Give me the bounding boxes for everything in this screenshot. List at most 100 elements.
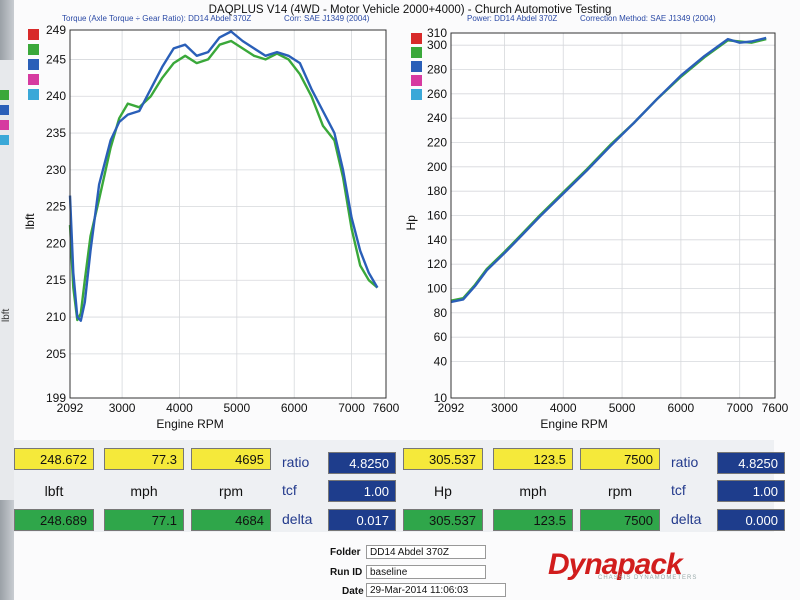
stub-swatch bbox=[0, 105, 9, 115]
dynapack-logo: Dynapack bbox=[548, 548, 683, 581]
y-tick-label: 200 bbox=[427, 160, 447, 174]
dynapack-logo-tagline: CHASSIS DYNAMOMETERS bbox=[598, 575, 698, 581]
x-tick-label: 2092 bbox=[57, 401, 84, 415]
y-tick-label: 240 bbox=[427, 111, 447, 125]
folder-value: DD14 Abdel 370Z bbox=[366, 545, 486, 559]
legend-swatch-cyan[interactable] bbox=[28, 89, 39, 100]
param-value: 1.00 bbox=[328, 480, 396, 502]
stub-swatch bbox=[0, 90, 9, 100]
stub-swatch bbox=[0, 135, 9, 145]
x-tick-label: 4000 bbox=[166, 401, 193, 415]
current-value: 248.689 bbox=[14, 509, 94, 531]
y-tick-label: 215 bbox=[46, 273, 66, 287]
y-tick-label: 10 bbox=[434, 391, 448, 405]
peak-value: 7500 bbox=[580, 448, 660, 470]
power-correction: Correction Method: SAE J1349 (2004) bbox=[580, 14, 716, 23]
legend-swatch-magenta[interactable] bbox=[411, 75, 422, 86]
unit-label: rpm bbox=[607, 483, 633, 499]
peak-value: 248.672 bbox=[14, 448, 94, 470]
folder-label: Folder bbox=[330, 547, 361, 558]
param-label: delta bbox=[282, 511, 313, 527]
legend-swatch-green[interactable] bbox=[28, 44, 39, 55]
unit-label: lbft bbox=[44, 483, 64, 499]
unit-label: Hp bbox=[434, 483, 452, 499]
y-axis-label: lbft bbox=[23, 213, 37, 230]
legend-swatch-blue[interactable] bbox=[28, 59, 39, 70]
torque-chart: 199 205 210 215 220 225 230 235 240 245 249 2092 300… bbox=[23, 23, 789, 431]
x-axis-label: Engine RPM bbox=[156, 417, 223, 431]
x-tick-label: 5000 bbox=[223, 401, 250, 415]
param-value: 1.00 bbox=[717, 480, 785, 502]
x-tick-label: 7600 bbox=[373, 401, 400, 415]
torque-subtitle: Torque (Axle Torque ÷ Gear Ratio): DD14 … bbox=[62, 14, 252, 23]
y-tick-label: 180 bbox=[427, 184, 447, 198]
y-tick-label: 240 bbox=[46, 89, 66, 103]
y-tick-label: 230 bbox=[46, 163, 66, 177]
param-label: tcf bbox=[671, 482, 686, 498]
series-line-blue bbox=[68, 30, 379, 322]
y-tick-label: 300 bbox=[427, 38, 447, 52]
x-tick-label: 3000 bbox=[491, 401, 518, 415]
param-value: 0.017 bbox=[328, 509, 396, 531]
x-tick-label: 3000 bbox=[109, 401, 136, 415]
x-tick-label: 6000 bbox=[281, 401, 308, 415]
x-tick-label: 7000 bbox=[726, 401, 753, 415]
y-tick-label: 205 bbox=[46, 347, 66, 361]
x-axis-label: Engine RPM bbox=[540, 417, 607, 431]
peak-value: 123.5 bbox=[493, 448, 573, 470]
y-tick-label: 310 bbox=[427, 26, 447, 40]
plot-frame bbox=[69, 29, 387, 399]
legend-swatch-blue[interactable] bbox=[411, 61, 422, 72]
y-tick-label: 225 bbox=[46, 200, 66, 214]
legend-swatch-magenta[interactable] bbox=[28, 74, 39, 85]
y-tick-label: 220 bbox=[427, 136, 447, 150]
peak-value: 77.3 bbox=[104, 448, 184, 470]
date-label: Date bbox=[342, 586, 364, 597]
power-subtitle: Power: DD14 Abdel 370Z bbox=[467, 14, 558, 23]
current-value: 7500 bbox=[580, 509, 660, 531]
y-tick-label: 80 bbox=[434, 306, 448, 320]
y-tick-label: 60 bbox=[434, 330, 448, 344]
y-tick-label: 210 bbox=[46, 310, 66, 324]
current-value: 123.5 bbox=[493, 509, 573, 531]
y-axis-label: Hp bbox=[404, 215, 418, 231]
y-tick-label: 40 bbox=[434, 355, 448, 369]
y-tick-label: 235 bbox=[46, 126, 66, 140]
param-value: 0.000 bbox=[717, 509, 785, 531]
y-tick-label: 140 bbox=[427, 233, 447, 247]
unit-label: mph bbox=[519, 483, 547, 499]
runid-label: Run ID bbox=[330, 567, 363, 578]
y-tick-label: 280 bbox=[427, 63, 447, 77]
current-value: 77.1 bbox=[104, 509, 184, 531]
param-label: ratio bbox=[671, 454, 699, 470]
current-value: 305.537 bbox=[403, 509, 483, 531]
y-tick-label: 249 bbox=[46, 23, 66, 37]
x-tick-label: 2092 bbox=[438, 401, 465, 415]
y-tick-label: 160 bbox=[427, 209, 447, 223]
runid-value: baseline bbox=[366, 565, 486, 579]
legend-swatch-red[interactable] bbox=[411, 33, 422, 44]
y-tick-label: 260 bbox=[427, 87, 447, 101]
date-value: 29-Mar-2014 11:06:03 bbox=[366, 583, 506, 597]
plot-area bbox=[69, 29, 387, 399]
x-tick-label: 6000 bbox=[668, 401, 695, 415]
x-tick-label: 7000 bbox=[338, 401, 365, 415]
legend-swatch-cyan[interactable] bbox=[411, 89, 422, 100]
x-tick-label: 4000 bbox=[550, 401, 577, 415]
y-tick-label: 100 bbox=[427, 282, 447, 296]
stub-swatch bbox=[0, 120, 9, 130]
param-value: 4.8250 bbox=[328, 452, 396, 474]
y-tick-label: 199 bbox=[46, 391, 66, 405]
unit-label: mph bbox=[130, 483, 158, 499]
x-tick-label: 5000 bbox=[609, 401, 636, 415]
y-tick-label: 220 bbox=[46, 236, 66, 250]
underlying-sheet: lbft bbox=[0, 60, 14, 500]
peak-value: 305.537 bbox=[403, 448, 483, 470]
x-tick-label: 7600 bbox=[762, 401, 789, 415]
torque-correction: Corr: SAE J1349 (2004) bbox=[284, 14, 370, 23]
param-label: ratio bbox=[282, 454, 310, 470]
param-label: delta bbox=[671, 511, 702, 527]
legend-swatch-green[interactable] bbox=[411, 47, 422, 58]
legend-swatch-red[interactable] bbox=[28, 29, 39, 40]
param-value: 4.8250 bbox=[717, 452, 785, 474]
